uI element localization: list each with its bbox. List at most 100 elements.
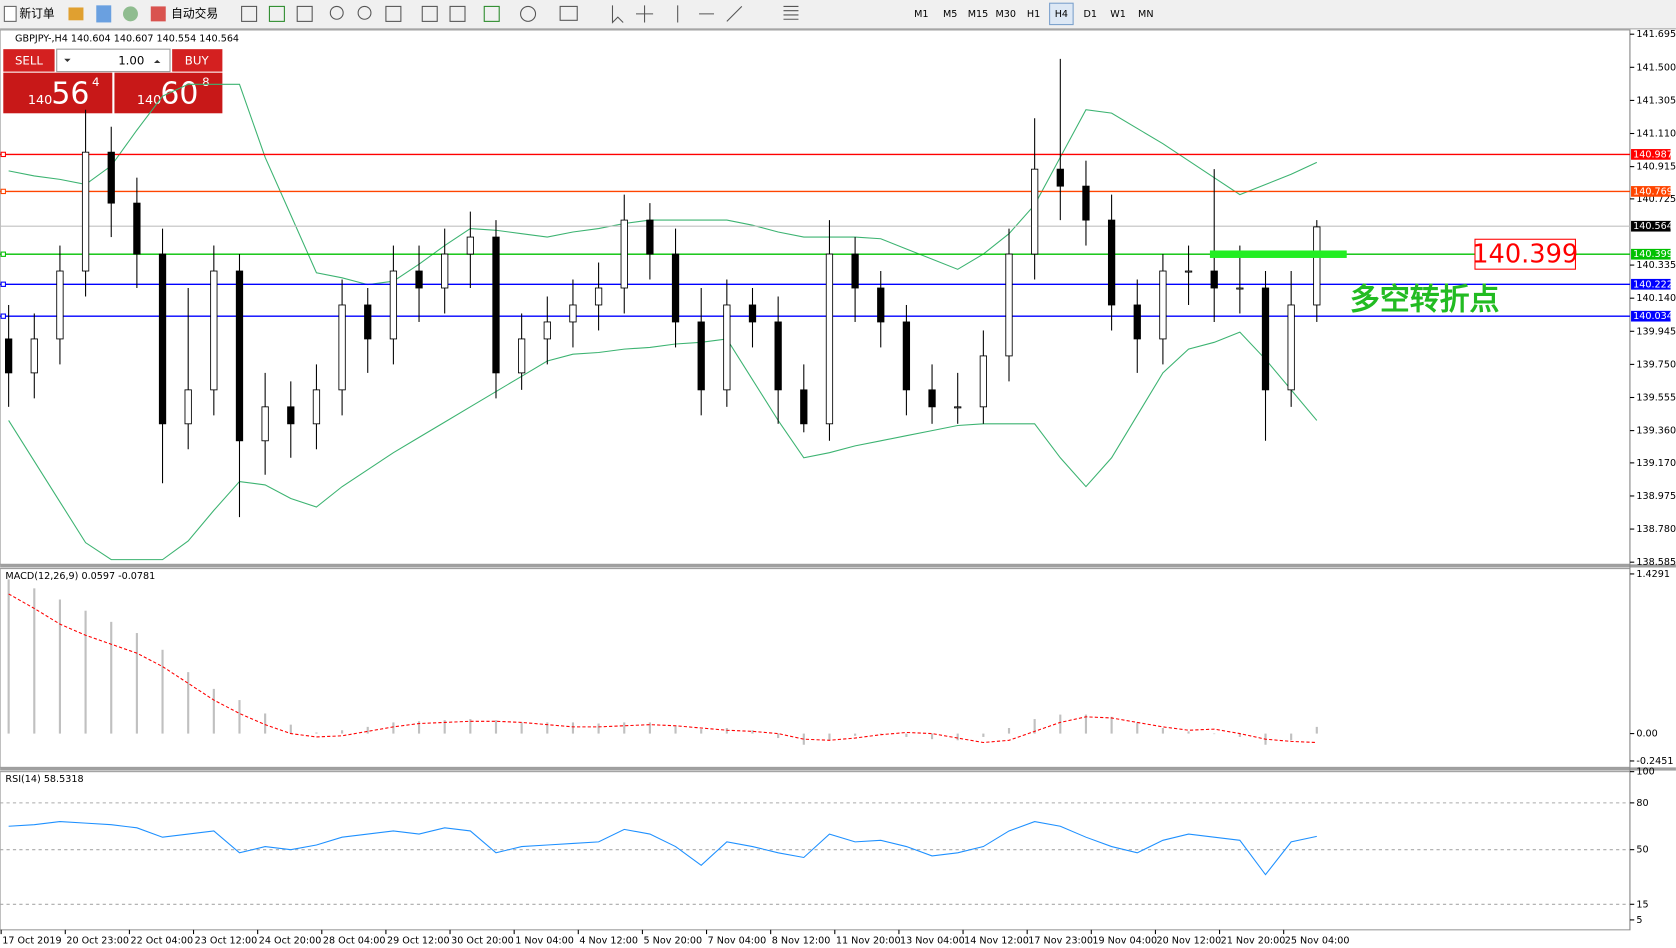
auto-trade[interactable]: 自动交易: [171, 6, 218, 20]
macd-bar: [828, 733, 831, 741]
candle-body: [235, 270, 244, 442]
icon[interactable]: [329, 5, 344, 20]
icon[interactable]: [122, 6, 138, 22]
horizontal-line-anchor: [0, 188, 6, 195]
timeframe-button[interactable]: M1: [914, 9, 928, 20]
candle-body: [312, 389, 321, 425]
tool-icons: [241, 5, 799, 24]
candle-body: [877, 287, 885, 323]
lots-value[interactable]: 1.00: [118, 53, 144, 67]
macd-bar: [187, 672, 190, 734]
icon[interactable]: [783, 5, 799, 20]
candle-body: [902, 321, 911, 391]
bid-small[interactable]: 4: [92, 75, 99, 89]
timeframe-button[interactable]: W1: [1110, 9, 1126, 20]
price-label-box: [1631, 278, 1671, 290]
candle-body: [671, 253, 680, 323]
y-tick-label: -0.2451: [1636, 756, 1673, 767]
sell-button[interactable]: [3, 49, 55, 72]
separator: [0, 564, 1676, 568]
icon[interactable]: [520, 5, 537, 22]
price-label: 140.769: [1633, 186, 1673, 197]
macd-bar: [802, 733, 805, 745]
macd-bar: [571, 722, 575, 734]
timeframe-button[interactable]: D1: [1083, 9, 1097, 20]
auto-trade-icon[interactable]: [150, 6, 166, 22]
toolbar: [0, 0, 1676, 29]
icon[interactable]: [96, 5, 112, 23]
x-tick-label: 23 Oct 12:00: [195, 936, 258, 947]
sell-price-box[interactable]: [3, 72, 113, 114]
timeframe-button[interactable]: MN: [1138, 9, 1153, 20]
macd-bar: [392, 722, 395, 734]
macd-bar: [58, 599, 62, 734]
macd-bar: [879, 733, 882, 735]
lots-input[interactable]: [56, 48, 171, 73]
timeframe-button[interactable]: H1: [1027, 9, 1040, 20]
icon[interactable]: [68, 7, 84, 21]
macd-bar: [1161, 727, 1164, 734]
candle-body: [210, 270, 218, 391]
candle-body: [518, 338, 526, 374]
horizontal-line-anchor: [0, 251, 6, 257]
timeframe-button[interactable]: M15: [968, 9, 989, 20]
macd-bar: [725, 727, 728, 734]
sell-label[interactable]: SELL: [15, 53, 43, 67]
candle-body: [697, 321, 705, 391]
x-tick-label: 4 Nov 12:00: [579, 936, 638, 947]
timeframe-button[interactable]: M30: [996, 9, 1017, 20]
macd-bar: [674, 725, 677, 734]
buy-label[interactable]: BUY: [185, 53, 210, 67]
new-order[interactable]: 新订单: [19, 6, 54, 20]
chart-header: GBPJPY-,H4 140.604 140.607 140.554 140.5…: [15, 33, 239, 44]
icon[interactable]: [677, 5, 743, 23]
icon[interactable]: [421, 5, 438, 22]
macd-bar: [315, 732, 318, 734]
candle-body: [56, 270, 64, 340]
macd-bar: [1187, 731, 1190, 734]
macd-bar: [1315, 726, 1318, 734]
icon[interactable]: [636, 5, 654, 23]
x-tick-label: 5 Nov 20:00: [643, 936, 702, 947]
bid-big[interactable]: 56: [51, 77, 89, 112]
x-tick-label: 25 Nov 04:00: [1285, 936, 1350, 947]
bid-prefix[interactable]: 140: [28, 93, 52, 108]
icon[interactable]: [449, 5, 466, 22]
x-tick-label: 11 Nov 20:00: [836, 936, 901, 947]
y-tick-label: 141.695: [1636, 29, 1676, 40]
macd-bar: [1238, 733, 1241, 737]
icon[interactable]: [268, 5, 285, 22]
macd-bar: [751, 730, 754, 734]
icon[interactable]: [357, 5, 372, 20]
price-label: 140.222: [1633, 279, 1673, 290]
ask-prefix[interactable]: 140: [137, 93, 161, 108]
price-label-box: [1631, 186, 1671, 197]
icon[interactable]: [559, 5, 578, 21]
icon[interactable]: [241, 5, 258, 22]
macd-signal: [8, 593, 1317, 744]
annotation-box: [1474, 238, 1576, 270]
y-tick-label: 141.500: [1636, 62, 1676, 73]
timeframe-button[interactable]: M5: [943, 9, 957, 20]
candle-body: [1107, 219, 1116, 306]
chart-area: [0, 29, 1676, 931]
macd-bar: [161, 649, 164, 734]
icon[interactable]: [296, 5, 313, 22]
y-tick-label: 0.00: [1636, 729, 1657, 740]
price-label: 140.034: [1633, 311, 1673, 322]
macd-bar: [417, 721, 421, 734]
buy-button[interactable]: [172, 49, 223, 72]
x-tick-label: 29 Oct 12:00: [387, 936, 450, 947]
timeframe-button[interactable]: H4: [1055, 9, 1068, 20]
icon[interactable]: [611, 5, 624, 24]
icon[interactable]: [385, 5, 402, 22]
y-tick-label: 138.975: [1636, 491, 1676, 502]
candle-body: [543, 321, 551, 340]
current-price-label: 140.564: [1633, 221, 1673, 232]
icon[interactable]: [483, 5, 500, 22]
new-order-icon[interactable]: [3, 5, 17, 22]
macd-bar: [135, 633, 138, 734]
ask-small[interactable]: 8: [202, 75, 209, 89]
y-tick-label: 50: [1636, 845, 1648, 856]
